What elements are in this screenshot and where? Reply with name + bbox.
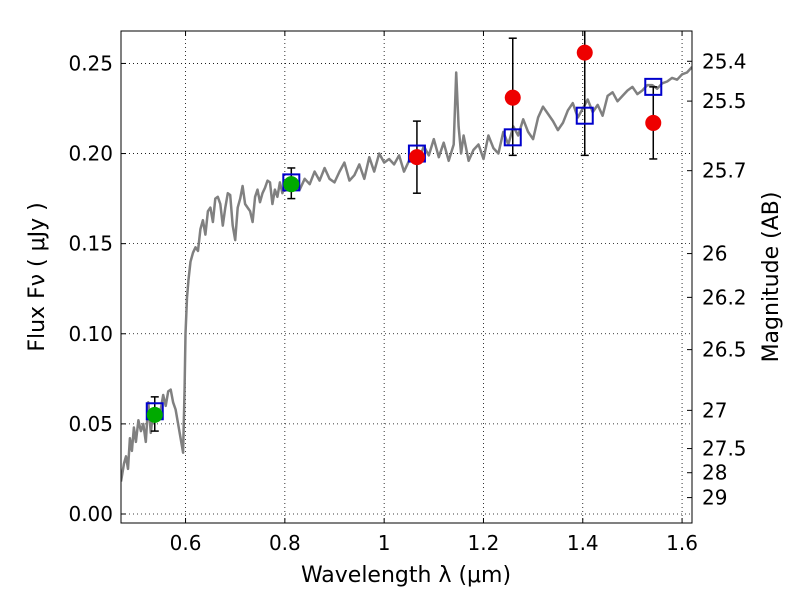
- spectrum-line: [121, 66, 692, 482]
- magnitude-tick-label: 25.7: [702, 159, 747, 183]
- x-tick-label: 0.6: [170, 531, 202, 555]
- magnitude-tick-label: 27.5: [702, 437, 747, 461]
- y-tick-label: 0.15: [68, 232, 113, 256]
- magnitude-tick-label: 25.5: [702, 89, 747, 113]
- magnitude-tick-label: 26.2: [702, 285, 747, 309]
- plot-area: [121, 31, 692, 482]
- observed-photometry-point: [576, 44, 593, 61]
- observed-photometry-point: [504, 89, 521, 106]
- x-tick-label: 0.8: [269, 531, 301, 555]
- observed-photometry-point: [408, 149, 425, 166]
- y-tick-label: 0.20: [68, 142, 113, 166]
- y-tick-label: 0.10: [68, 322, 113, 346]
- y-tick-label: 0.25: [68, 51, 113, 75]
- y-tick-label: 0.05: [68, 412, 113, 436]
- magnitude-tick-label: 26.5: [702, 338, 747, 362]
- x-tick-label: 1.4: [567, 531, 599, 555]
- magnitude-tick-label: 29: [702, 486, 727, 510]
- observed-photometry-point: [645, 114, 662, 131]
- magnitude-axis-label: Magnitude (AB): [759, 192, 784, 363]
- y-axis: 0.00 0.05 0.10 0.15 0.20 0.25: [68, 51, 126, 526]
- y-axis-label: Flux Fν ( μJy ): [25, 202, 50, 351]
- observed-photometry-point: [146, 406, 163, 423]
- observed-photometry-point: [283, 176, 300, 193]
- model-photometry-square: [575, 106, 594, 125]
- magnitude-tick-label: 27: [702, 398, 727, 422]
- magnitude-tick-label: 28: [702, 461, 727, 485]
- magnitude-tick-label: 25.4: [702, 49, 747, 73]
- plot-frame: [120, 30, 693, 524]
- x-tick-label: 1.6: [666, 531, 698, 555]
- x-tick-label: 1: [378, 531, 391, 555]
- y-tick-label: 0.00: [68, 502, 113, 526]
- model-photometry-square: [503, 128, 522, 147]
- magnitude-tick-label: 26: [702, 242, 727, 266]
- x-axis-label: Wavelength λ (μm): [301, 563, 511, 588]
- model-photometry-square: [644, 77, 663, 96]
- x-tick-label: 1.2: [468, 531, 500, 555]
- x-axis: 0.6 0.8 1 1.2 1.4 1.6: [170, 31, 698, 555]
